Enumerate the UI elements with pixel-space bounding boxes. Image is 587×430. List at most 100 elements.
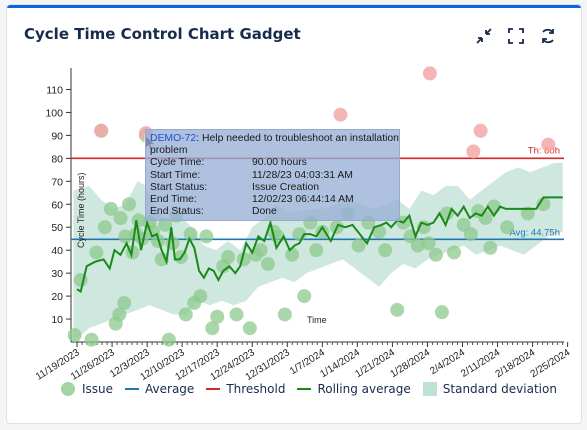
tooltip-row: End Status: Done — [150, 206, 399, 218]
y-tick-label: 20 — [51, 291, 63, 303]
issue-point — [122, 197, 136, 212]
issue-point — [536, 197, 551, 212]
legend-item-issue[interactable]: Issue — [60, 381, 113, 397]
issue-point — [253, 243, 268, 258]
issue-point — [434, 305, 449, 320]
tooltip-key: Start Time: — [150, 169, 201, 181]
legend-item-standard-deviation[interactable]: Standard deviation — [422, 382, 557, 396]
outlier-point — [541, 137, 556, 152]
outlier-point — [94, 123, 109, 138]
y-tick-label: 100 — [45, 107, 63, 119]
legend-item-average[interactable]: Average — [125, 382, 194, 396]
issue-point — [372, 224, 387, 239]
outlier-point — [333, 107, 348, 122]
legend-average-symbol — [125, 388, 140, 390]
issue-point — [154, 252, 169, 267]
chart-legend: Issue Average Threshold Rolling average … — [60, 381, 569, 397]
legend-label-average: Average — [145, 382, 195, 396]
issue-point — [351, 238, 366, 253]
issue-point — [478, 211, 493, 226]
y-tick-label: 10 — [51, 314, 63, 326]
issue-point — [67, 328, 82, 343]
tooltip-row: Cycle Time: 90.00 hours — [150, 157, 399, 169]
issue-point — [315, 224, 330, 239]
issue-point — [183, 227, 198, 242]
rolling-average-line — [76, 196, 563, 294]
tooltip-value: Done — [252, 206, 277, 218]
tooltip-value: 12/02/23 06:44:14 AM — [252, 194, 354, 206]
issue-point — [97, 220, 112, 235]
y-tick-label: 110 — [46, 84, 63, 96]
y-tick-label: 80 — [51, 153, 63, 165]
collapse-icon[interactable] — [473, 25, 495, 47]
outlier-point — [466, 144, 481, 159]
issue-point — [309, 243, 324, 258]
legend-rolling-symbol — [297, 388, 312, 390]
issue-point — [210, 309, 225, 324]
tooltip-issue-summary: : Help needed to troubleshoot an install… — [150, 133, 399, 157]
threshold-label: Th: 80h — [528, 145, 560, 156]
issue-point — [199, 229, 214, 244]
issue-point — [221, 250, 236, 265]
issue-point — [500, 220, 515, 235]
tooltip-title: DEMO-72: Help needed to troubleshoot an … — [150, 133, 399, 157]
tooltip-row: Start Status: Issue Creation — [150, 182, 399, 194]
gadget-toolbar — [473, 25, 559, 47]
legend-threshold-symbol — [206, 388, 221, 390]
legend-label-issue: Issue — [82, 382, 114, 396]
legend-label-threshold: Threshold — [226, 382, 286, 396]
issue-point — [242, 321, 257, 336]
fullscreen-icon[interactable] — [505, 25, 527, 47]
issue-point — [178, 307, 193, 322]
gadget-top-accent — [7, 5, 581, 8]
issue-point — [447, 245, 462, 260]
average-label: Avg: 44.75h — [509, 227, 560, 238]
issue-point — [410, 238, 425, 253]
issue-point — [205, 321, 220, 336]
y-tick-label: 70 — [51, 176, 63, 188]
issue-point — [112, 307, 127, 322]
tooltip-value: 90.00 hours — [252, 157, 307, 169]
issue-point — [463, 227, 478, 242]
legend-item-rolling-average[interactable]: Rolling average — [297, 382, 411, 396]
issue-point — [277, 307, 292, 322]
issue-point — [103, 201, 118, 216]
tooltip-value: Issue Creation — [252, 181, 319, 193]
y-tick-label: 90 — [51, 130, 63, 142]
tooltip-value: 11/28/23 04:03:31 AM — [252, 169, 353, 181]
legend-item-threshold[interactable]: Threshold — [206, 382, 285, 396]
issue-point — [113, 211, 128, 226]
x-axis-label: Time — [307, 315, 327, 325]
outlier-point — [422, 66, 437, 81]
tooltip-key: End Time: — [150, 194, 197, 206]
issue-point — [89, 245, 104, 260]
issue-point — [117, 295, 132, 310]
issue-point — [229, 307, 244, 322]
issue-tooltip: DEMO-72: Help needed to troubleshoot an … — [145, 129, 400, 221]
issue-point — [158, 217, 173, 232]
gadget-title: Cycle Time Control Chart Gadget — [24, 25, 301, 43]
issue-point — [428, 247, 443, 262]
y-tick-label: 30 — [51, 268, 63, 280]
issue-point — [483, 240, 498, 255]
tooltip-row: End Time: 12/02/23 06:44:14 AM — [150, 194, 399, 206]
issue-point — [193, 289, 208, 304]
x-tick-label: 2/25/2024 — [529, 347, 573, 380]
legend-label-rolling-average: Rolling average — [317, 382, 411, 396]
y-tick-label: 40 — [51, 245, 63, 257]
legend-issue-symbol — [61, 382, 75, 396]
refresh-icon[interactable] — [537, 25, 559, 47]
tooltip-key: Start Status: — [150, 181, 208, 193]
issue-point — [118, 229, 133, 244]
issue-point — [297, 289, 312, 304]
issue-point — [161, 332, 176, 347]
tooltip-issue-link[interactable]: DEMO-72 — [150, 133, 197, 144]
issue-point — [421, 236, 436, 251]
issue-point — [260, 256, 275, 271]
tooltip-key: End Status: — [150, 206, 204, 218]
issue-point — [84, 332, 99, 347]
legend-label-standard-deviation: Standard deviation — [442, 382, 557, 396]
issue-point — [285, 247, 300, 262]
tooltip-key: Cycle Time: — [150, 157, 205, 169]
